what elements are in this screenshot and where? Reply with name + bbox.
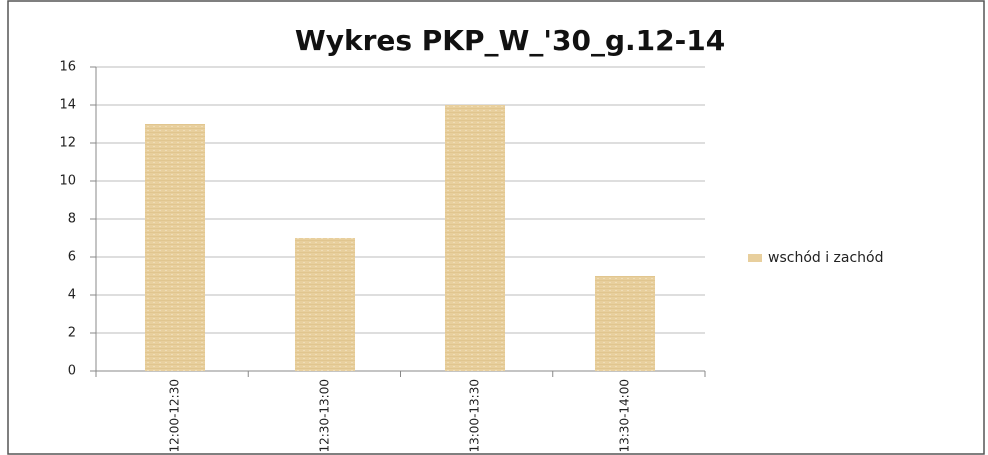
x-tick-label: 13:00-13:30 — [468, 379, 482, 453]
x-tick-label: 12:30-13:00 — [318, 379, 332, 453]
y-tick-label: 14 — [59, 98, 76, 113]
x-tick-label: 12:00-12:30 — [168, 379, 182, 453]
x-tick-label: 13:30-14:00 — [618, 379, 632, 453]
y-tick-label: 12 — [59, 136, 76, 151]
legend-swatch — [748, 254, 762, 262]
bar — [595, 276, 655, 371]
bar — [145, 124, 205, 371]
y-tick-label: 16 — [59, 60, 76, 75]
y-tick-label: 10 — [59, 174, 76, 189]
y-tick-label: 8 — [68, 212, 76, 227]
y-tick-label: 6 — [68, 250, 76, 265]
bar — [445, 105, 505, 371]
y-tick-label: 0 — [68, 364, 76, 379]
chart-title: Wykres PKP_W_'30_g.12-14 — [295, 24, 725, 57]
legend-label: wschód i zachód — [768, 250, 884, 266]
bar — [295, 238, 355, 371]
y-tick-label: 4 — [68, 288, 76, 303]
y-tick-label: 2 — [68, 326, 76, 341]
